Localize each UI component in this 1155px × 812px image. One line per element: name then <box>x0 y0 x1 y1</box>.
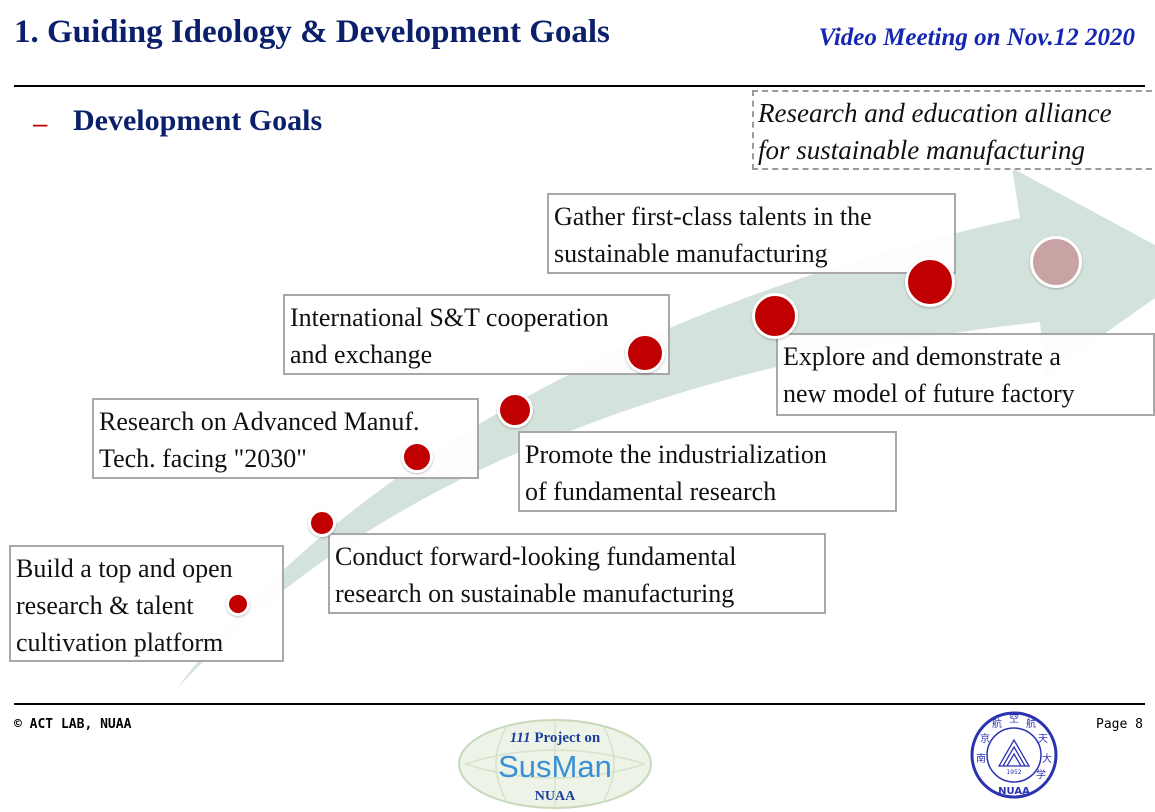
nuaa-seal: 南 京 航 空 航 天 大 学 1952 NUAA <box>970 711 1058 799</box>
slide-title: 1. Guiding Ideology & Development Goals <box>14 14 610 50</box>
goal-step-4: Promote the industrialization of fundame… <box>518 431 897 512</box>
milestone-dot-vision <box>1030 236 1082 288</box>
seal-char: 大 <box>1042 752 1052 765</box>
logo-brand: SusMan <box>498 749 612 784</box>
seal-char: 学 <box>1036 768 1046 781</box>
goal-step-7: Gather first-class talents in the sustai… <box>547 193 956 274</box>
milestone-dot-4 <box>497 392 533 428</box>
susman-project-logo: 111 Project on SusMan NUAA <box>458 719 652 809</box>
svg-text:111 Project on: 111 Project on <box>510 730 601 746</box>
milestone-dot-3 <box>401 441 433 473</box>
seal-char: 南 <box>976 752 986 765</box>
milestone-dot-7 <box>905 257 955 307</box>
goal-step-2: Conduct forward-looking fundamental rese… <box>328 533 826 614</box>
milestone-dot-1 <box>226 592 250 616</box>
milestone-dot-2 <box>308 509 336 537</box>
seal-char: 空 <box>1009 712 1019 725</box>
logo-project-text: Project on <box>531 730 601 746</box>
logo-org: NUAA <box>535 789 576 804</box>
milestone-dot-5 <box>625 333 665 373</box>
seal-char: 航 <box>992 717 1002 730</box>
seal-char: 天 <box>1038 734 1048 745</box>
goal-step-6: Explore and demonstrate a new model of f… <box>776 333 1155 416</box>
page-number: Page 8 <box>1096 717 1143 732</box>
seal-char: 京 <box>980 732 990 745</box>
seal-char: 航 <box>1026 717 1036 730</box>
section-heading: Development Goals <box>73 104 323 137</box>
vision-box: Research and education alliance for sust… <box>752 90 1155 170</box>
logo-number: 111 <box>510 730 531 746</box>
seal-year: 1952 <box>1006 769 1021 776</box>
bottom-divider <box>14 703 1145 705</box>
seal-abbr: NUAA <box>998 786 1030 797</box>
seal-chars: 南 京 航 空 航 天 大 学 <box>976 712 1052 781</box>
meeting-label: Video Meeting on Nov.12 2020 <box>818 24 1135 51</box>
copyright-text: © ACT LAB, NUAA <box>14 717 132 732</box>
milestone-dot-6 <box>752 293 798 339</box>
section-dash: – <box>33 108 48 138</box>
goal-step-5: International S&T cooperation and exchan… <box>283 294 670 375</box>
top-divider <box>14 85 1145 87</box>
